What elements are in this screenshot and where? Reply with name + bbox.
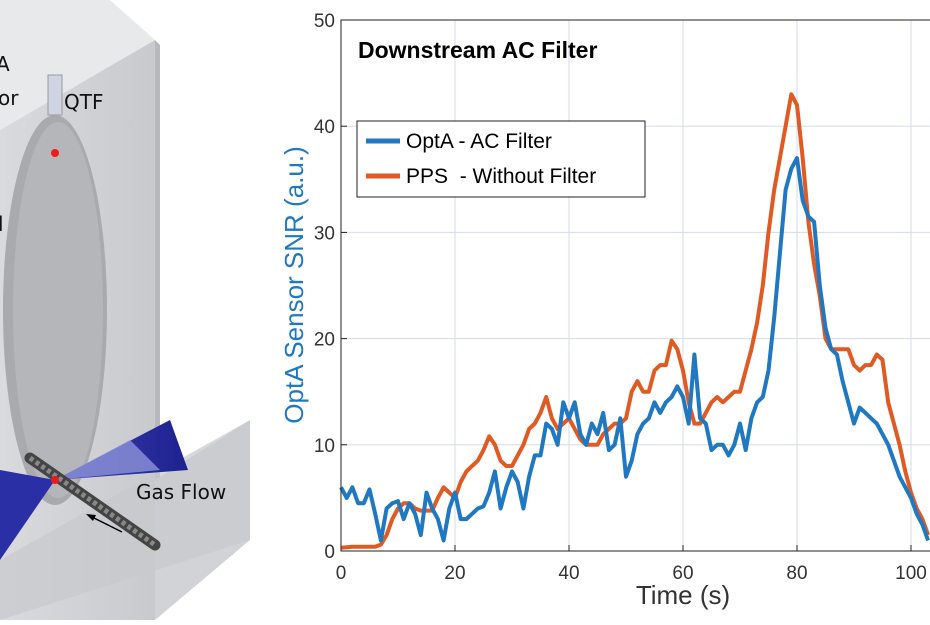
chart-title: Downstream AC Filter: [358, 37, 597, 63]
y-tick-label: 30: [314, 223, 335, 244]
x-tick-label: 100: [895, 563, 927, 584]
x-tick-label: 20: [444, 563, 465, 584]
qtf-point-icon: [51, 149, 59, 157]
y-tick-label: 20: [314, 330, 335, 351]
y-axis-label: OptA Sensor SNR (a.u.): [279, 146, 309, 423]
legend-label-pps: PPS - Without Filter: [406, 165, 596, 188]
legend-label-opta: OptA - AC Filter: [406, 130, 552, 153]
cut-label-l: l: [0, 212, 4, 236]
y-tick-label: 10: [314, 436, 335, 457]
sensor-block-illustration: [0, 0, 250, 620]
x-axis-label: Time (s): [636, 580, 730, 610]
x-tick-label: 60: [672, 563, 693, 584]
flow-arrow-icon: [91, 516, 123, 533]
gas-flow-label: Gas Flow: [136, 480, 227, 504]
sensor-diagram: A or l QTF Gas Flow: [0, 0, 300, 620]
cut-label-a: A: [0, 52, 10, 76]
focus-point-icon: [51, 476, 59, 484]
cut-label-or: or: [0, 86, 19, 110]
x-tick-label: 80: [786, 563, 807, 584]
x-tick-label: 0: [336, 563, 347, 584]
x-tick-label: 40: [558, 563, 579, 584]
series-line-opta-ac-filter: [339, 156, 930, 543]
y-tick-label: 50: [314, 11, 335, 32]
y-tick-label: 0: [324, 542, 335, 563]
y-tick-label: 40: [314, 117, 335, 138]
legend: OptA - AC Filter PPS - Without Filter: [356, 120, 646, 198]
qtf-label: QTF: [64, 90, 104, 114]
